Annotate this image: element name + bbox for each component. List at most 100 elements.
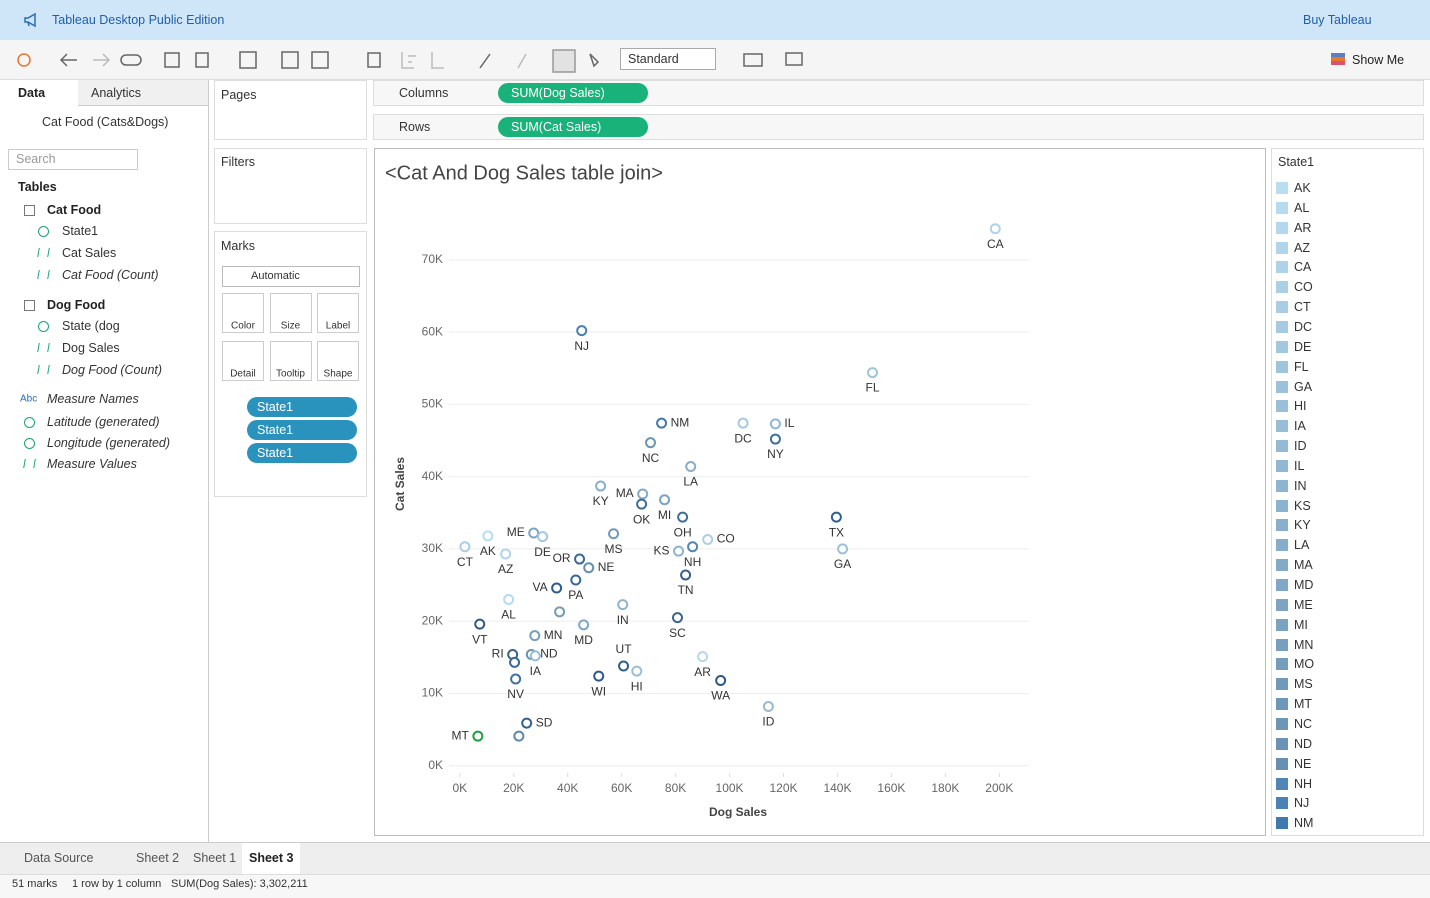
- legend-item[interactable]: IL: [1294, 458, 1305, 473]
- point-label: NH: [684, 555, 701, 569]
- measure-field[interactable]: Measure Names: [47, 392, 139, 406]
- mark-pill[interactable]: [247, 420, 357, 440]
- sheet-tab[interactable]: Sheet 3: [249, 851, 294, 865]
- mark-button[interactable]: [269, 293, 312, 333]
- legend-swatch: [1276, 737, 1288, 750]
- legend-item[interactable]: KS: [1294, 498, 1311, 513]
- legend-item[interactable]: MT: [1294, 697, 1313, 712]
- legend-item[interactable]: ID: [1294, 439, 1307, 454]
- x-tick-label: 200K: [985, 781, 1013, 795]
- legend-item[interactable]: NC: [1294, 716, 1313, 731]
- legend-item[interactable]: CT: [1294, 300, 1311, 315]
- legend-item[interactable]: DC: [1294, 319, 1313, 334]
- num-icon: [23, 459, 36, 468]
- legend-item[interactable]: AR: [1294, 220, 1312, 235]
- legend-item[interactable]: NE: [1294, 756, 1312, 771]
- field[interactable]: Cat Sales: [62, 246, 117, 260]
- legend-item[interactable]: MI: [1294, 617, 1308, 632]
- legend-item[interactable]: ND: [1294, 736, 1313, 751]
- legend-item[interactable]: AZ: [1294, 240, 1310, 255]
- x-tick-label: 80K: [665, 781, 686, 795]
- legend-item[interactable]: MO: [1294, 657, 1315, 672]
- legend-item[interactable]: IA: [1294, 419, 1306, 434]
- field[interactable]: Cat Food (Count): [62, 268, 159, 282]
- legend-item[interactable]: ME: [1294, 597, 1313, 612]
- sheet-tab[interactable]: Data Source: [24, 851, 94, 865]
- legend-item[interactable]: AK: [1294, 181, 1311, 195]
- legend-item[interactable]: MS: [1294, 677, 1313, 692]
- pane-tab[interactable]: Data: [18, 86, 46, 100]
- field[interactable]: State1: [62, 224, 99, 238]
- view-size-dropdown[interactable]: [620, 48, 716, 70]
- pane-tab[interactable]: Analytics: [91, 86, 142, 100]
- x-tick-label: 100K: [716, 781, 744, 795]
- mark-button[interactable]: [317, 293, 359, 333]
- legend-swatch: [1276, 340, 1288, 353]
- legend-swatch: [1276, 440, 1288, 453]
- table-name[interactable]: Dog Food: [47, 298, 106, 312]
- point: [574, 553, 586, 565]
- legend-item[interactable]: MA: [1294, 558, 1313, 573]
- mark-button[interactable]: [222, 341, 264, 381]
- legend-item[interactable]: NJ: [1294, 796, 1310, 811]
- point: [837, 543, 849, 555]
- legend-swatch: [1276, 519, 1288, 532]
- point-label: MI: [658, 508, 671, 522]
- point: [537, 531, 549, 543]
- legend-item[interactable]: HI: [1294, 399, 1307, 414]
- measure-field[interactable]: Longitude (generated): [47, 436, 171, 450]
- show-me[interactable]: Show Me: [1352, 53, 1405, 67]
- sheet-tab[interactable]: Sheet 1: [193, 851, 237, 865]
- legend-swatch: [1276, 420, 1288, 433]
- legend-item[interactable]: GA: [1294, 379, 1313, 394]
- mark-pill[interactable]: [247, 397, 357, 417]
- buy-link[interactable]: Buy Tableau: [1303, 13, 1372, 27]
- legend-item[interactable]: CO: [1294, 280, 1313, 295]
- globe-icon: [38, 321, 49, 332]
- data-source[interactable]: Cat Food (Cats&Dogs): [42, 115, 169, 129]
- legend-item[interactable]: NH: [1294, 776, 1313, 791]
- legend-swatch: [1276, 360, 1288, 373]
- legend-swatch: [1276, 618, 1288, 631]
- chart: <Cat And Dog Sales table join> Cat Sales…: [374, 148, 1266, 836]
- legend-item[interactable]: MD: [1294, 578, 1314, 592]
- table-icon: [24, 205, 35, 216]
- legend-item[interactable]: DE: [1294, 339, 1312, 354]
- columns-pill[interactable]: [498, 83, 648, 103]
- x-tick-label: 120K: [769, 781, 797, 795]
- legend-item[interactable]: MN: [1294, 637, 1314, 652]
- table-name[interactable]: Cat Food: [47, 203, 102, 217]
- legend-item[interactable]: FL: [1294, 359, 1309, 374]
- field[interactable]: State (dog: [62, 319, 120, 333]
- field[interactable]: Dog Sales: [62, 341, 120, 355]
- legend-item[interactable]: AL: [1294, 200, 1310, 215]
- mark-button[interactable]: [317, 341, 359, 381]
- legend-item[interactable]: IN: [1294, 478, 1307, 493]
- point: [593, 670, 605, 682]
- legend-swatch: [1276, 777, 1288, 790]
- measure-field[interactable]: Measure Values: [47, 457, 137, 471]
- sheet-tab-bar: [0, 842, 1430, 874]
- sheet-tab[interactable]: Sheet 2: [136, 851, 180, 865]
- legend-item[interactable]: CA: [1294, 260, 1312, 275]
- marks-card: [214, 231, 367, 497]
- legend-item[interactable]: LA: [1294, 538, 1310, 553]
- measure-field[interactable]: Latitude (generated): [47, 415, 160, 429]
- legend-swatch: [1276, 261, 1288, 274]
- point-label: PA: [568, 588, 583, 602]
- point-label: UT: [616, 642, 633, 656]
- point-label: IN: [617, 613, 629, 627]
- point: [459, 541, 471, 553]
- field[interactable]: Dog Food (Count): [62, 363, 163, 377]
- search-box[interactable]: [8, 149, 138, 170]
- mark-pill[interactable]: [247, 443, 357, 463]
- legend-item[interactable]: NM: [1294, 816, 1314, 831]
- mark-button[interactable]: [269, 341, 312, 381]
- mark-type-dropdown[interactable]: [222, 266, 360, 287]
- point-label: VA: [533, 580, 548, 594]
- legend-item[interactable]: KY: [1294, 518, 1311, 533]
- point: [830, 511, 842, 523]
- rows-pill[interactable]: [498, 117, 648, 137]
- x-tick-label: 0K: [452, 781, 467, 795]
- mark-button[interactable]: [222, 293, 264, 333]
